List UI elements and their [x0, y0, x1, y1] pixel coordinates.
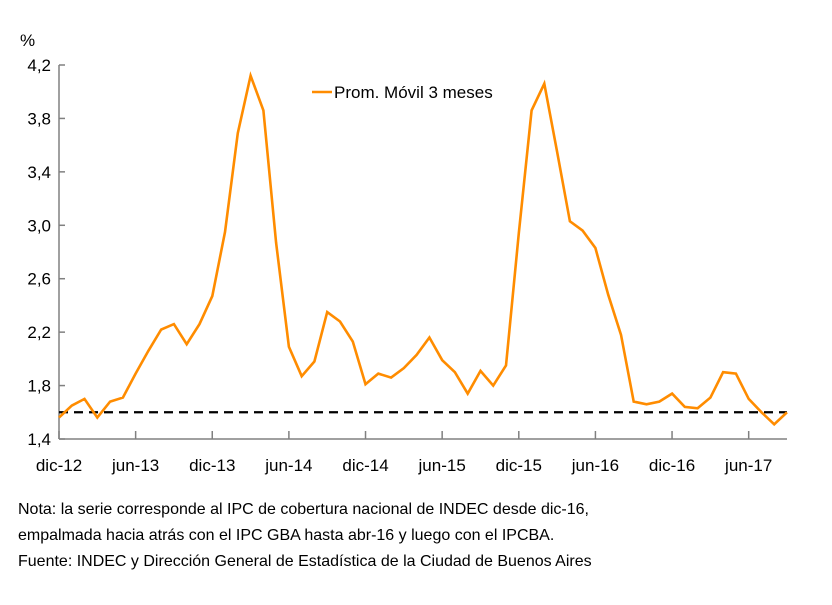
x-tick-label: jun-15: [418, 456, 466, 475]
chart-notes: Nota: la serie corresponde al IPC de cob…: [18, 497, 592, 575]
series-line-prom-movil: [58, 71, 788, 427]
y-tick-label: 3,8: [27, 109, 51, 128]
y-axis: 1,4 1,8 2,2 2,6 3,0 3,4 3,8 4,2: [27, 56, 65, 449]
line-chart: % 1,41,82,22,63,03,43,84,2 dic-12 jun-13 d…: [20, 31, 788, 475]
legend-label: Prom. Móvil 3 meses: [334, 83, 493, 102]
x-tick-label: jun-14: [264, 456, 312, 475]
x-tick-label: dic-15: [496, 456, 542, 475]
x-tick-label: jun-13: [111, 456, 159, 475]
source-line: Fuente: INDEC y Dirección General de Est…: [18, 553, 592, 570]
note-line-2: empalmada hacia atrás con el IPC GBA has…: [18, 527, 555, 544]
note-line-1: Nota: la serie corresponde al IPC de cob…: [18, 501, 589, 518]
x-axis: dic-12 jun-13 dic-13 jun-14 dic-14 jun-15 dic-…: [36, 431, 787, 475]
x-tick-label: dic-13: [189, 456, 235, 475]
y-tick-label: 1,4: [27, 430, 51, 449]
x-tick-label: dic-12: [36, 456, 82, 475]
y-tick-label: 4,2: [27, 56, 51, 75]
y-tick-label: 1,8: [27, 377, 51, 396]
y-tick-label: 2,2: [27, 323, 51, 342]
y-tick-label: 3,4: [27, 163, 51, 182]
x-tick-label: dic-14: [342, 456, 388, 475]
y-tick-label: 3,0: [27, 216, 51, 235]
y-axis-unit: %: [20, 31, 35, 50]
legend: Prom. Móvil 3 meses: [312, 83, 493, 102]
x-tick-label: jun-16: [571, 456, 619, 475]
x-tick-label: dic-16: [649, 456, 695, 475]
y-tick-label: 2,6: [27, 270, 51, 289]
x-tick-label: jun-17: [724, 456, 772, 475]
